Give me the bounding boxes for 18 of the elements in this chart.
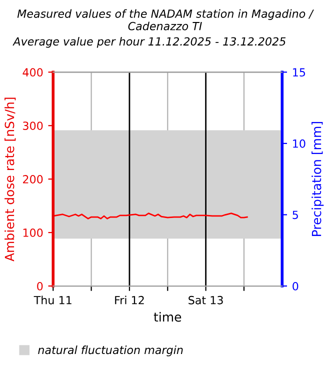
y-tick-label: 0 (37, 282, 43, 290)
chart-title: Measured values of the NADAM station in Magadino / Cadenazzo TI (17, 9, 314, 30)
legend-label: natural fluctuation margin (38, 346, 183, 356)
y2-tick-label: 5 (292, 210, 298, 220)
x-tick-label: Thu 11 (34, 296, 72, 304)
x-tick-label: Fri 12 (115, 296, 144, 304)
x-axis-title: time (154, 312, 182, 322)
y-tick-label: 300 (23, 122, 43, 130)
y-tick-label: 200 (23, 175, 43, 184)
y-tick-label: 400 (22, 68, 43, 77)
x-tick-label: Sat 13 (188, 296, 223, 304)
y2-tick-label: 15 (293, 68, 306, 77)
y2-axis-title: Precipitation [mm] (312, 122, 324, 236)
y-tick-label: 100 (23, 228, 43, 237)
y2-tick-label: 0 (292, 282, 298, 290)
chart-subtitle: Average value per hour 11.12.2025 - 13.12.2025 (12, 37, 286, 48)
y2-tick-label: 10 (293, 139, 306, 148)
y-axis-title: Ambient dose rate [nSv/h] (4, 98, 16, 262)
